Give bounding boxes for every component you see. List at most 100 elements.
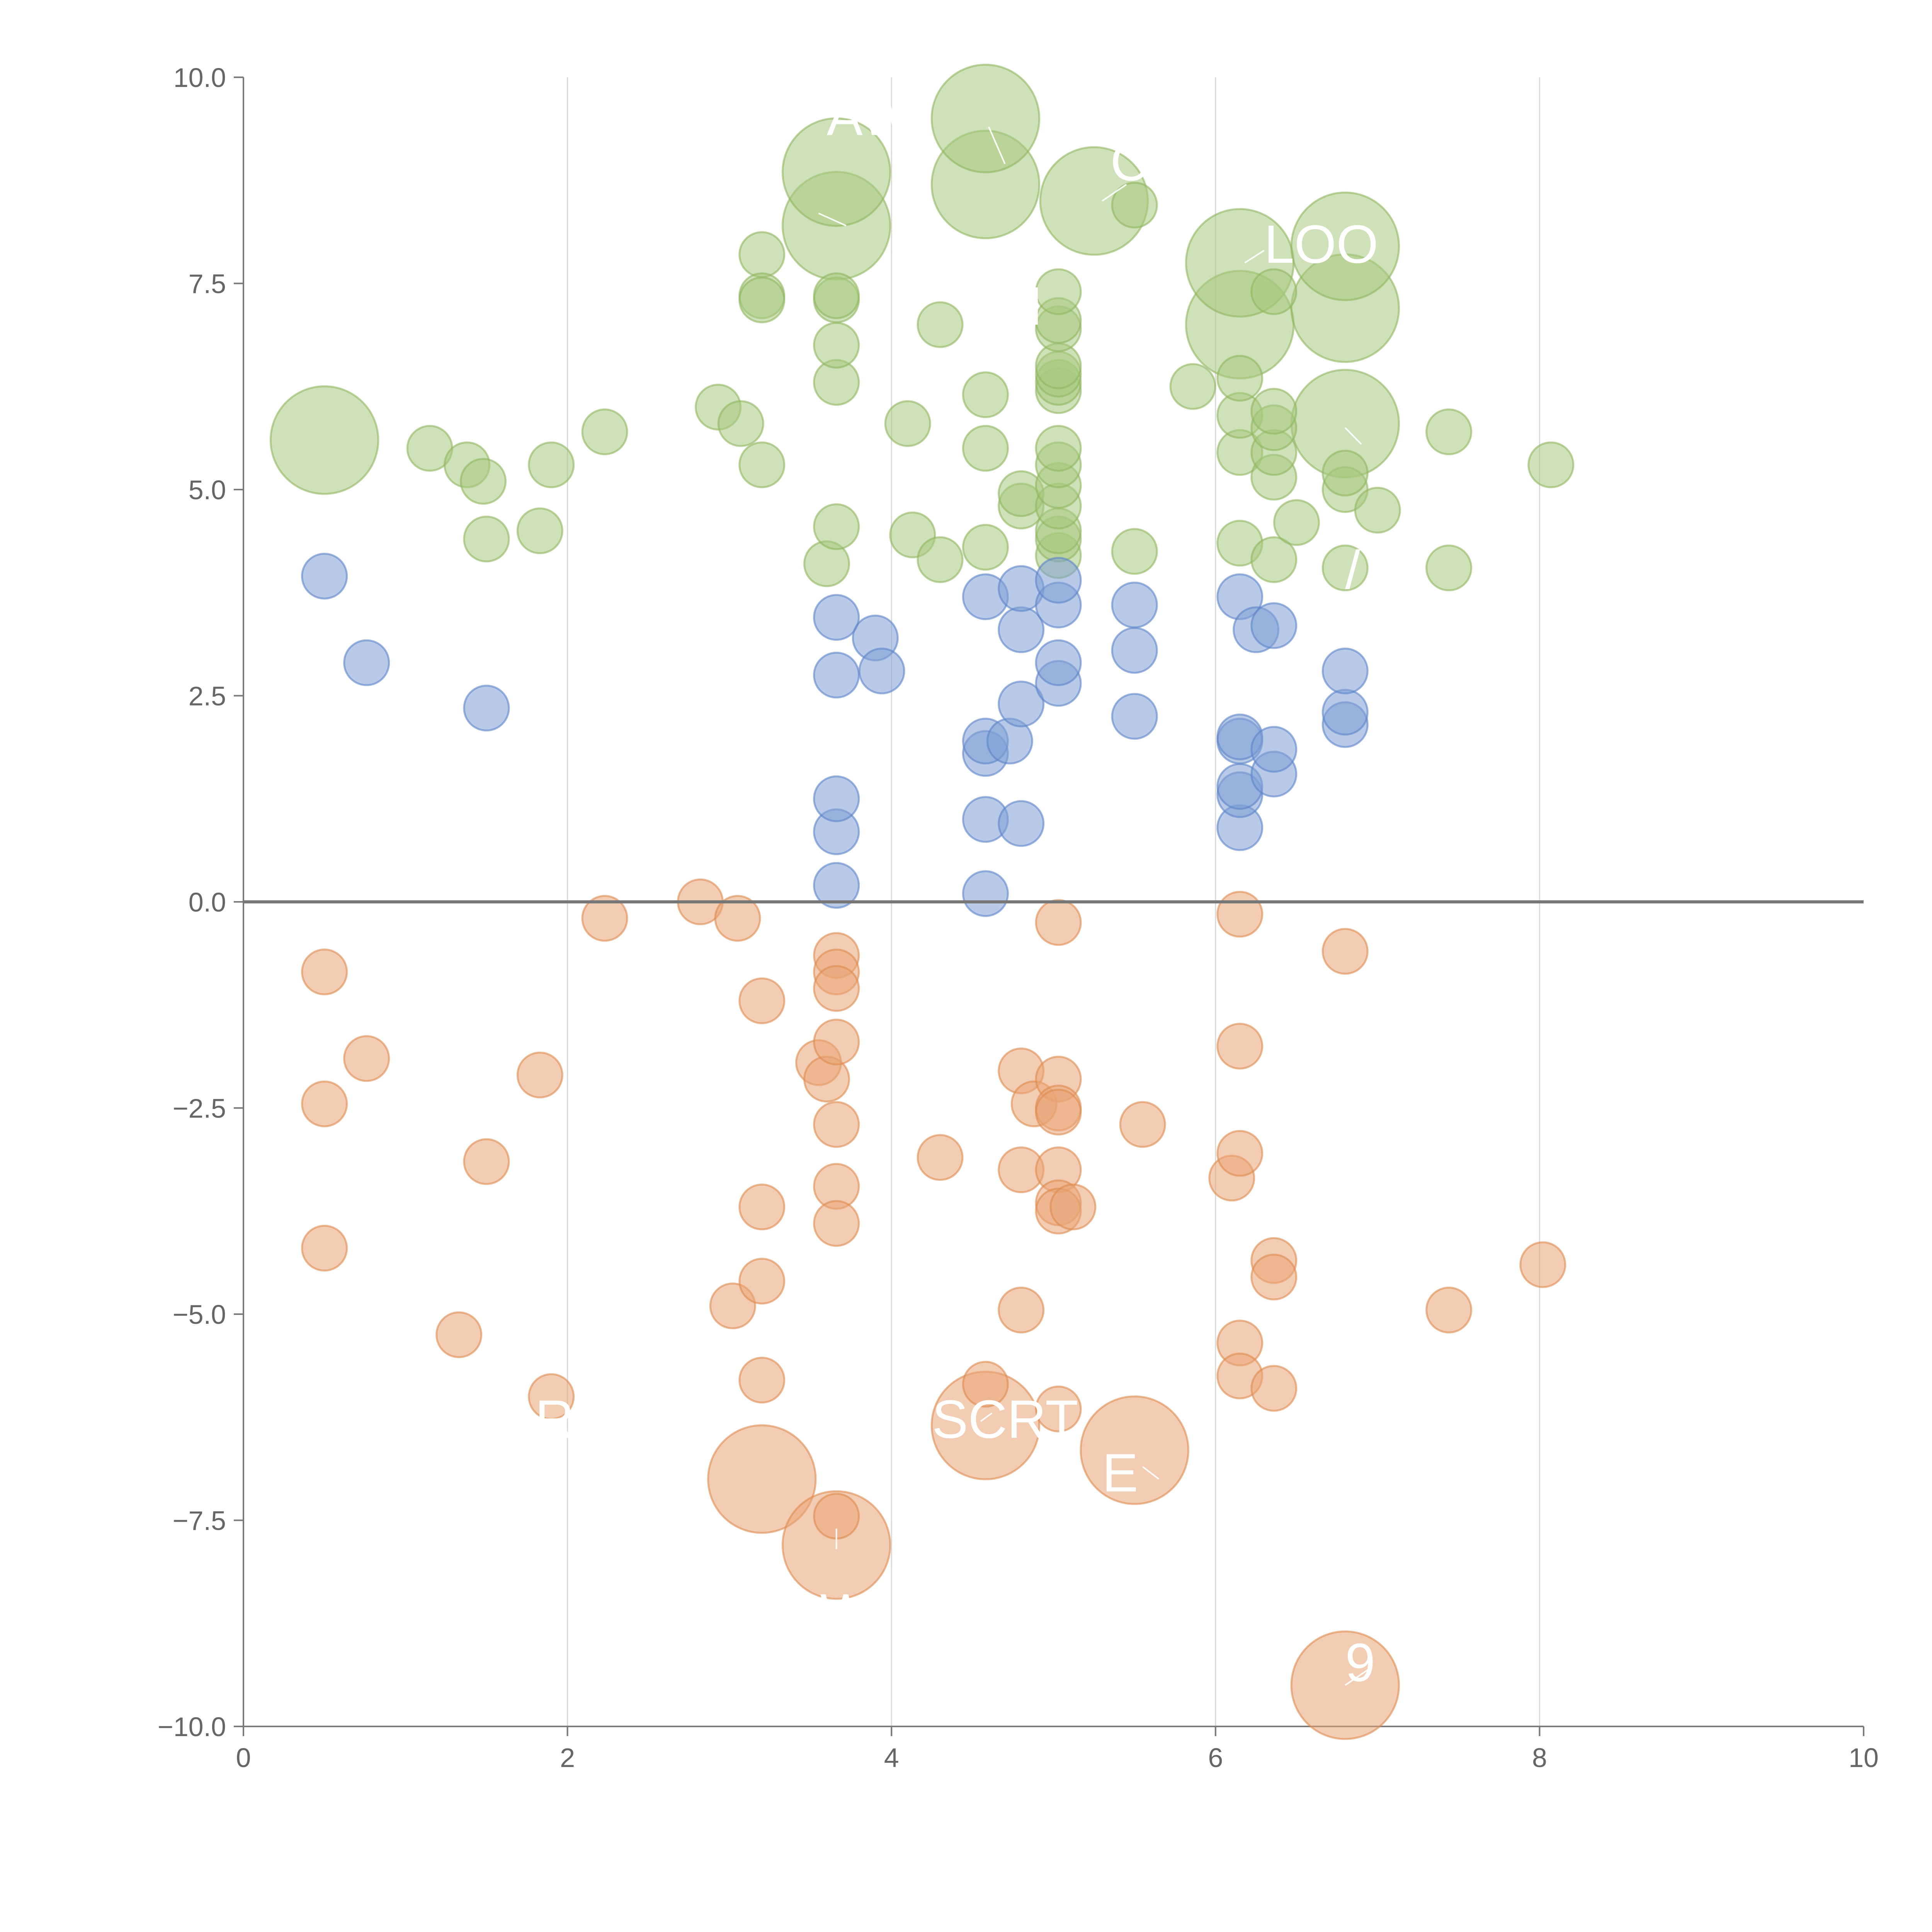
green-bubble — [1250, 536, 1298, 583]
y-tick-label: 2.5 — [189, 681, 226, 711]
x-tick-label: 4 — [884, 1743, 899, 1773]
x-tick-label: 6 — [1208, 1743, 1223, 1773]
blue-bubble — [1321, 689, 1369, 736]
annotation-label: SCRT — [932, 1389, 1078, 1449]
orange-bubble — [1035, 1385, 1082, 1432]
orange-bubble — [1080, 1395, 1189, 1505]
green-bubble — [1250, 268, 1298, 315]
orange-bubble — [1216, 1130, 1264, 1177]
blue-bubble — [343, 639, 390, 686]
green-bubble — [1111, 528, 1158, 575]
x-tick-label: 10 — [1849, 1743, 1879, 1773]
x-tick-label: 8 — [1532, 1743, 1547, 1773]
orange-bubble — [1321, 928, 1369, 975]
green-bubble — [962, 425, 1009, 472]
orange-bubble — [1035, 899, 1082, 946]
blue-bubble — [1111, 693, 1158, 740]
orange-bubble — [463, 1138, 510, 1185]
annotation-label: E — [1102, 1442, 1138, 1503]
orange-bubble — [1250, 1253, 1298, 1301]
blue-bubble — [1111, 627, 1158, 674]
orange-bubble — [1035, 1088, 1082, 1136]
green-bubble — [813, 272, 860, 320]
y-tick-label: 5.0 — [189, 475, 226, 505]
blue-bubble — [813, 594, 860, 641]
orange-bubble — [1049, 1184, 1097, 1231]
annotation-label: AW — [827, 86, 912, 146]
blue-bubble — [998, 800, 1045, 847]
blue-bubble — [998, 680, 1045, 728]
green-bubble — [516, 507, 563, 554]
x-tick-label: 2 — [560, 1743, 575, 1773]
green-bubble — [1290, 191, 1400, 301]
orange-bubble — [962, 1361, 1009, 1408]
y-tick-label: 7.5 — [189, 269, 226, 299]
orange-bubble — [738, 1357, 786, 1404]
y-tick-label: 0.0 — [189, 887, 226, 917]
orange-bubble — [813, 1019, 860, 1066]
green-bubble — [1273, 499, 1320, 546]
orange-bubble — [1119, 1101, 1166, 1148]
green-bubble — [930, 64, 1041, 173]
green-bubble — [1216, 355, 1264, 402]
y-tick-label: −5.0 — [173, 1299, 226, 1330]
green-bubble — [1425, 544, 1473, 592]
blue-bubble — [1250, 602, 1298, 649]
orange-bubble — [343, 1035, 390, 1082]
annotation-leader-line — [988, 126, 1006, 164]
green-bubble — [962, 371, 1009, 418]
orange-bubble — [1425, 1286, 1473, 1333]
green-bubble — [813, 503, 860, 550]
green-bubble — [1250, 388, 1298, 435]
annotation-leader-line — [980, 1412, 993, 1422]
blue-bubble — [962, 870, 1009, 917]
green-bubble — [738, 231, 786, 278]
orange-bubble — [301, 948, 348, 995]
orange-bubble — [301, 1080, 348, 1128]
annotation-leader-line — [534, 1425, 552, 1435]
blue-bubble — [813, 862, 860, 909]
blue-bubble — [858, 647, 905, 694]
orange-bubble — [1216, 891, 1264, 938]
annotation-leader-line — [818, 213, 847, 226]
green-bubble — [1035, 268, 1082, 315]
orange-bubble — [707, 1424, 817, 1534]
green-bubble — [528, 441, 575, 488]
annotation-label: R — [535, 1389, 574, 1449]
annotation-leader-line — [1102, 184, 1127, 202]
green-bubble — [917, 536, 964, 583]
green-bubble — [1354, 486, 1401, 534]
green-bubble — [917, 301, 964, 348]
blue-bubble — [813, 651, 860, 699]
y-tick-label: 10.0 — [173, 63, 226, 93]
annotations-layer: O AW CI C LOO / R SCRT E W 9 — [396, 86, 1378, 1693]
green-bubble — [884, 400, 931, 447]
annotation-leader-line — [1244, 250, 1265, 264]
orange-bubble — [813, 965, 860, 1012]
annotation-label: O — [413, 350, 456, 410]
annotation-label: 9 — [1345, 1632, 1375, 1693]
blue-bubble — [998, 606, 1045, 653]
orange-bubble — [528, 1373, 575, 1420]
orange-bubble — [435, 1311, 483, 1358]
annotation-label: / — [1345, 539, 1360, 600]
orange-bubble — [1216, 1022, 1264, 1070]
orange-bubble — [301, 1225, 348, 1272]
green-bubble — [813, 322, 860, 369]
green-bubble — [460, 458, 507, 505]
green-bubble — [738, 441, 786, 488]
orange-bubble — [516, 1051, 563, 1099]
annotation-leader-line — [396, 411, 406, 428]
annotation-leader-line — [1344, 427, 1362, 445]
annotation-label: C — [1110, 131, 1149, 192]
green-bubble — [781, 117, 891, 227]
green-bubble — [1527, 441, 1575, 488]
annotation-label: W — [820, 1583, 871, 1643]
blue-bubble — [463, 685, 510, 732]
orange-bubble — [1519, 1241, 1566, 1288]
green-bubble — [1321, 544, 1369, 592]
y-tick-label: −2.5 — [173, 1094, 226, 1124]
blue-bubble — [301, 553, 348, 600]
